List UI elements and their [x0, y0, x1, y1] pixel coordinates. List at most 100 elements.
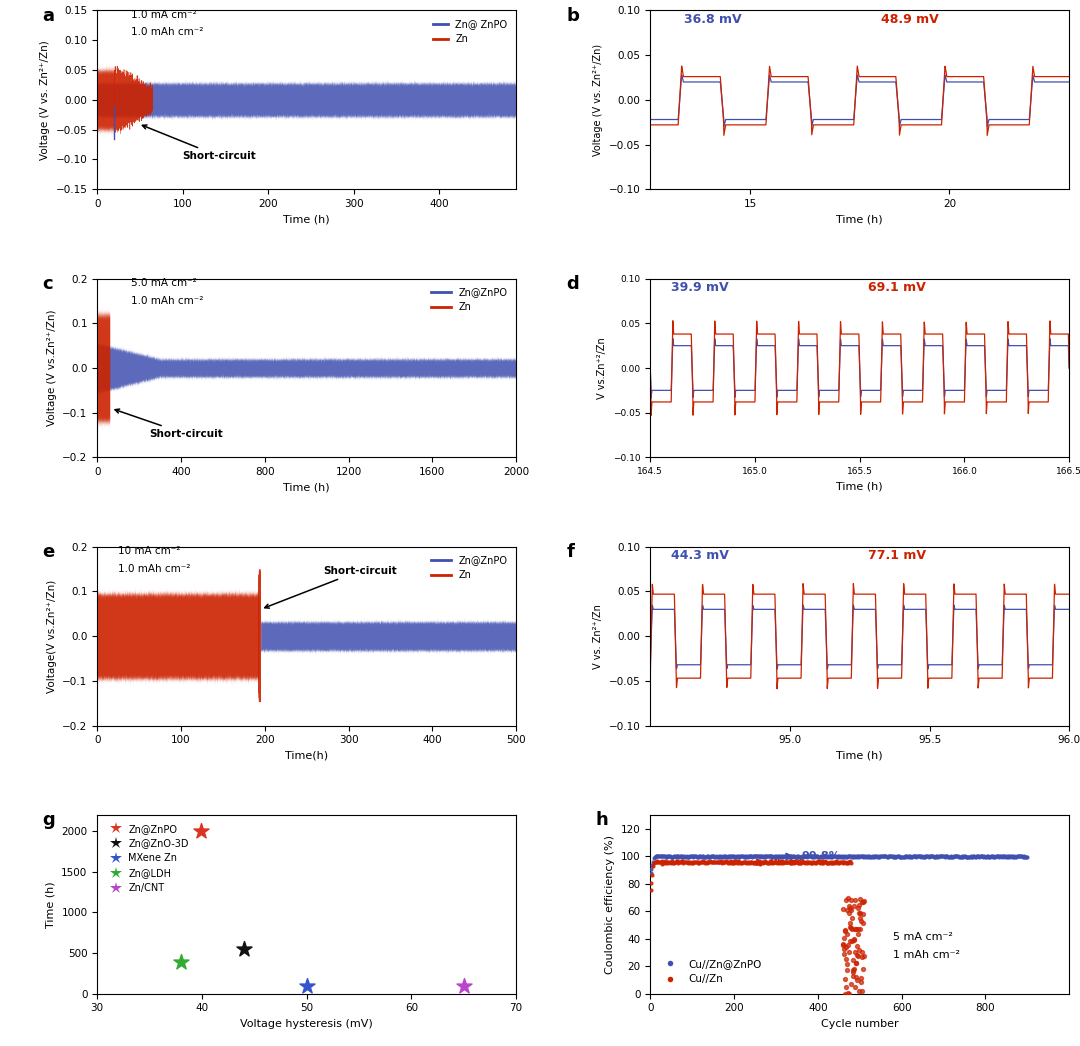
Point — [837, 939, 854, 956]
Point — [805, 855, 822, 871]
Point — [842, 855, 860, 871]
Point — [665, 855, 683, 871]
Point — [825, 848, 842, 865]
Text: 39.9 mV: 39.9 mV — [671, 281, 729, 294]
Point — [799, 848, 816, 865]
Point — [742, 855, 759, 871]
Point — [906, 848, 923, 865]
Point — [702, 852, 719, 869]
Point — [716, 854, 733, 870]
Point — [904, 848, 921, 865]
Point — [948, 848, 966, 865]
Point — [730, 848, 747, 865]
Point — [728, 848, 745, 865]
Point — [647, 847, 664, 864]
Point — [693, 854, 711, 870]
Point — [960, 848, 977, 865]
Point — [872, 848, 889, 865]
Point — [787, 854, 805, 870]
Point — [792, 854, 809, 870]
Point — [854, 960, 872, 977]
Point — [708, 848, 726, 865]
Point — [828, 848, 846, 865]
Point — [653, 848, 671, 865]
Point — [731, 848, 748, 865]
Point — [810, 848, 827, 865]
X-axis label: Cycle number: Cycle number — [821, 1019, 899, 1029]
Point — [777, 848, 794, 865]
Point — [661, 847, 678, 864]
Point — [851, 905, 868, 922]
Point — [1012, 848, 1029, 865]
Point — [781, 855, 798, 871]
Point — [1002, 848, 1020, 865]
Point — [853, 949, 870, 965]
Point — [818, 855, 835, 871]
X-axis label: Time (h): Time (h) — [836, 481, 883, 492]
Point — [721, 855, 739, 871]
Point — [854, 905, 872, 922]
Point — [741, 854, 758, 870]
Point — [918, 848, 935, 865]
Point — [1014, 848, 1031, 865]
Point — [1011, 848, 1028, 865]
Point — [937, 848, 955, 865]
Point — [772, 848, 789, 865]
Point — [852, 970, 869, 986]
Point — [688, 854, 705, 870]
Point — [774, 848, 792, 865]
Point — [947, 848, 964, 865]
Text: 1.0 mA cm⁻²: 1.0 mA cm⁻² — [131, 9, 197, 20]
Text: 36.8 mV: 36.8 mV — [684, 13, 741, 26]
Point — [660, 855, 677, 871]
Point — [691, 848, 708, 865]
Point — [978, 848, 996, 865]
Point — [705, 854, 723, 870]
Point — [789, 855, 807, 871]
Point — [846, 897, 863, 914]
Point — [714, 854, 731, 870]
Point — [674, 848, 691, 865]
Point — [726, 854, 743, 870]
Point — [994, 848, 1011, 865]
Point — [823, 848, 840, 865]
Text: 95.6%: 95.6% — [770, 857, 809, 867]
Point — [743, 854, 760, 870]
Y-axis label: Time (h): Time (h) — [45, 881, 56, 928]
Point — [744, 848, 761, 865]
Point — [747, 848, 765, 865]
Point — [1013, 848, 1030, 865]
Point — [746, 854, 764, 870]
Point — [711, 848, 728, 865]
Point — [646, 854, 663, 870]
Point — [892, 848, 909, 865]
Point — [836, 922, 853, 938]
Point — [730, 855, 747, 871]
Point — [956, 848, 973, 865]
Text: d: d — [566, 275, 579, 293]
Point — [991, 848, 1009, 865]
Point — [727, 848, 744, 865]
Point — [972, 847, 989, 864]
Point — [835, 941, 852, 958]
Point — [700, 848, 717, 865]
Text: a: a — [43, 7, 55, 25]
Point — [692, 848, 710, 865]
Point — [784, 855, 801, 871]
Point — [717, 854, 734, 870]
Point — [744, 855, 761, 871]
Point — [687, 848, 704, 865]
Point — [855, 848, 873, 865]
Point — [976, 848, 994, 865]
Point — [652, 854, 670, 870]
Point — [853, 983, 870, 1000]
Point — [829, 848, 847, 865]
Point — [732, 855, 750, 871]
Point — [784, 854, 801, 870]
Point — [760, 855, 778, 871]
Point — [664, 848, 681, 865]
Point — [768, 848, 785, 865]
Point — [874, 848, 891, 865]
Point — [649, 848, 666, 865]
Point — [836, 930, 853, 947]
